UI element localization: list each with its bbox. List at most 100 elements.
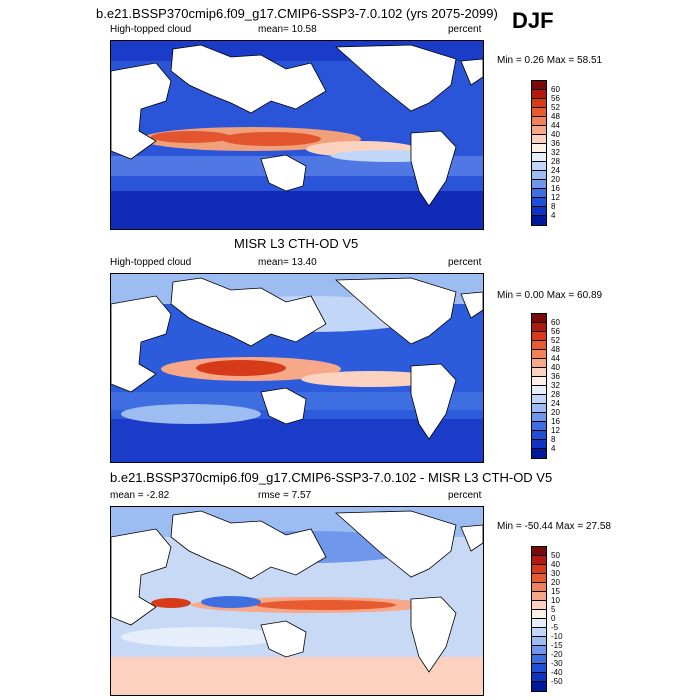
colorbar-cell xyxy=(532,583,546,592)
colorbar-cell xyxy=(532,547,546,556)
colorbar-cell xyxy=(532,682,546,691)
colorbar-tick-label: 20 xyxy=(551,408,560,417)
colorbar-tick-label: 50 xyxy=(551,551,560,560)
colorbar-tick-label: 32 xyxy=(551,148,560,157)
difference-region xyxy=(201,596,261,608)
panel1-variable-label: High-topped cloud xyxy=(110,24,192,35)
colorbar-cell xyxy=(532,99,546,108)
colorbar-tick-label: 16 xyxy=(551,184,560,193)
land-greenland xyxy=(460,524,483,552)
land-greenland xyxy=(460,58,483,86)
colorbar-cell xyxy=(532,323,546,332)
colorbar-tick-label: 32 xyxy=(551,381,560,390)
panel2-map xyxy=(110,273,484,463)
colorbar-tick-label: 40 xyxy=(551,363,560,372)
colorbar-tick-label: 12 xyxy=(551,426,560,435)
panel1-map-svg xyxy=(111,41,483,229)
colorbar-cell xyxy=(532,664,546,673)
colorbar-cell xyxy=(532,368,546,377)
colorbar-cell xyxy=(532,108,546,117)
panel1-map xyxy=(110,40,484,230)
colorbar-cell xyxy=(532,162,546,171)
colorbar-tick-label: -5 xyxy=(551,623,559,632)
colorbar-tick-label: 52 xyxy=(551,103,560,112)
colorbar-cell xyxy=(532,180,546,189)
colorbar-cell xyxy=(532,395,546,404)
colorbar-tick-label: 36 xyxy=(551,372,560,381)
colorbar-cell xyxy=(532,637,546,646)
land-north-america xyxy=(334,510,457,578)
panel2-title: MISR L3 CTH-OD V5 xyxy=(234,236,359,251)
land-africa-europe xyxy=(111,528,172,626)
land-africa-europe xyxy=(111,62,172,160)
colorbar-cell xyxy=(532,189,546,198)
colorbar-tick-label: 40 xyxy=(551,560,560,569)
panel1-minmax-label: Min = 0.26 Max = 58.51 xyxy=(497,55,603,66)
panel2-variable-label: High-topped cloud xyxy=(110,257,192,268)
colorbar-cell xyxy=(532,117,546,126)
colorbar-tick-label: 56 xyxy=(551,327,560,336)
panel3-units-label: percent xyxy=(448,490,482,501)
colorbar-cell xyxy=(532,449,546,458)
colorbar-cell xyxy=(532,171,546,180)
colorbar-tick-label: 44 xyxy=(551,354,560,363)
colorbar-cell xyxy=(532,207,546,216)
high-cloud-region xyxy=(121,404,261,424)
colorbar-cell xyxy=(532,619,546,628)
high-cloud-region xyxy=(151,131,231,143)
colorbar-tick-label: 5 xyxy=(551,605,556,614)
difference-region xyxy=(151,598,191,608)
difference-field xyxy=(111,657,483,695)
colorbar-cell xyxy=(532,440,546,449)
colorbar-cell xyxy=(532,126,546,135)
colorbar-cell xyxy=(532,556,546,565)
colorbar-cell xyxy=(532,574,546,583)
colorbar-tick-label: 12 xyxy=(551,193,560,202)
colorbar-tick-label: 48 xyxy=(551,112,560,121)
colorbar-cell xyxy=(532,198,546,207)
colorbar-tick-label: 36 xyxy=(551,139,560,148)
colorbar-cell xyxy=(532,628,546,637)
panel3-map xyxy=(110,506,484,696)
colorbar-tick-label: 30 xyxy=(551,569,560,578)
colorbar-tick-label: 16 xyxy=(551,417,560,426)
colorbar-cell xyxy=(532,153,546,162)
colorbar-cell xyxy=(532,332,546,341)
colorbar-tick-label: 48 xyxy=(551,345,560,354)
colorbar-tick-label: 28 xyxy=(551,157,560,166)
colorbar-cell xyxy=(532,655,546,664)
land-africa-europe xyxy=(111,295,172,393)
colorbar-tick-label: 10 xyxy=(551,596,560,605)
panel1-colorbar xyxy=(531,80,547,226)
colorbar-tick-label: 8 xyxy=(551,202,556,211)
colorbar-tick-label: 40 xyxy=(551,130,560,139)
colorbar-tick-label: -10 xyxy=(551,632,563,641)
colorbar-cell xyxy=(532,646,546,655)
colorbar-tick-label: -15 xyxy=(551,641,563,650)
colorbar-tick-label: 28 xyxy=(551,390,560,399)
colorbar-cell xyxy=(532,610,546,619)
land-asia xyxy=(170,277,327,347)
panel3-colorbar xyxy=(531,546,547,692)
colorbar-cell xyxy=(532,673,546,682)
colorbar-tick-label: 60 xyxy=(551,318,560,327)
high-cloud-region xyxy=(196,360,286,376)
panel2-colorbar xyxy=(531,313,547,459)
panel2-units-label: percent xyxy=(448,257,482,268)
colorbar-cell xyxy=(532,404,546,413)
colorbar-cell xyxy=(532,601,546,610)
panel3-rmse-label: rmse = 7.57 xyxy=(258,490,312,501)
colorbar-tick-label: 60 xyxy=(551,85,560,94)
colorbar-tick-label: 52 xyxy=(551,336,560,345)
season-label: DJF xyxy=(512,8,554,33)
colorbar-cell xyxy=(532,386,546,395)
colorbar-tick-label: 8 xyxy=(551,435,556,444)
colorbar-cell xyxy=(532,413,546,422)
land-australia xyxy=(260,387,307,425)
colorbar-tick-label: 4 xyxy=(551,444,556,453)
colorbar-tick-label: -40 xyxy=(551,668,563,677)
difference-region xyxy=(256,600,396,610)
land-south-america xyxy=(410,130,457,207)
land-south-america xyxy=(410,596,457,673)
colorbar-tick-label: 20 xyxy=(551,175,560,184)
